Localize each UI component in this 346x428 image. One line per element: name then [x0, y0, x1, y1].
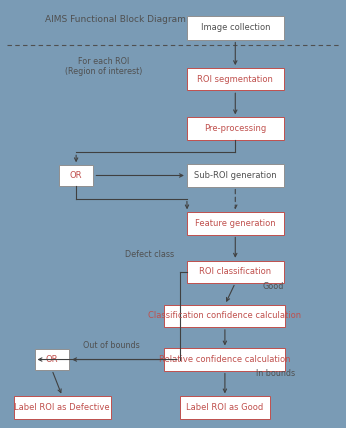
FancyBboxPatch shape: [187, 261, 284, 283]
FancyBboxPatch shape: [14, 396, 111, 419]
Text: Sub-ROI generation: Sub-ROI generation: [194, 171, 276, 180]
Text: OR: OR: [46, 355, 58, 364]
FancyBboxPatch shape: [35, 349, 69, 370]
FancyBboxPatch shape: [164, 348, 285, 371]
FancyBboxPatch shape: [59, 165, 93, 186]
FancyBboxPatch shape: [187, 117, 284, 140]
Text: Image collection: Image collection: [201, 23, 270, 33]
Text: Classification confidence calculation: Classification confidence calculation: [148, 311, 301, 321]
FancyBboxPatch shape: [164, 305, 285, 327]
FancyBboxPatch shape: [187, 16, 284, 40]
Text: Out of bounds: Out of bounds: [83, 341, 140, 351]
Text: Feature generation: Feature generation: [195, 219, 276, 228]
Text: Label ROI as Defective: Label ROI as Defective: [15, 403, 110, 412]
FancyBboxPatch shape: [187, 164, 284, 187]
Text: For each ROI
(Region of interest): For each ROI (Region of interest): [65, 56, 143, 76]
Text: ROI segmentation: ROI segmentation: [197, 74, 273, 84]
FancyBboxPatch shape: [187, 212, 284, 235]
Text: Label ROI as Good: Label ROI as Good: [186, 403, 264, 412]
Text: OR: OR: [70, 171, 82, 180]
FancyBboxPatch shape: [187, 68, 284, 90]
Text: Pre-processing: Pre-processing: [204, 124, 266, 133]
Text: In bounds: In bounds: [256, 369, 295, 378]
FancyBboxPatch shape: [180, 396, 270, 419]
Text: ROI classification: ROI classification: [199, 267, 271, 276]
Text: Relative confidence calculation: Relative confidence calculation: [159, 355, 291, 364]
Text: Good: Good: [263, 282, 284, 291]
Text: AIMS Functional Block Diagram: AIMS Functional Block Diagram: [45, 15, 186, 24]
Text: Defect class: Defect class: [125, 250, 174, 259]
